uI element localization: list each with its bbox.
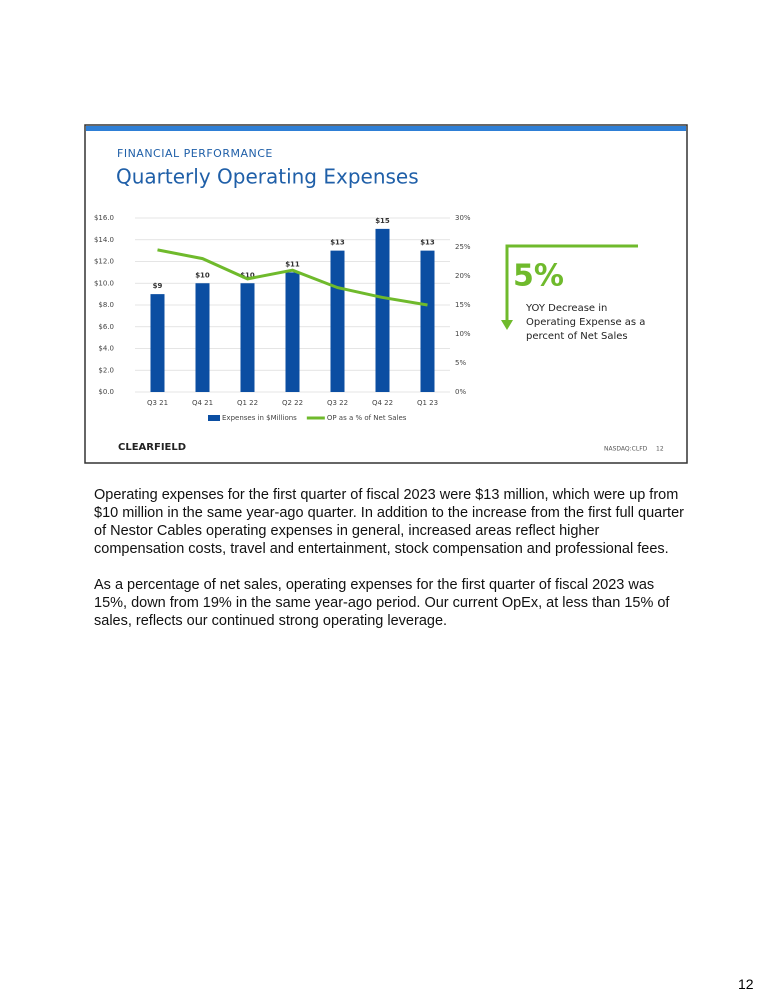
callout-text: YOY Decrease in [525,303,607,314]
bar [195,283,210,392]
y-tick-label: $14.0 [94,236,114,244]
kicker: FINANCIAL PERFORMANCE [117,147,273,160]
y-tick-label: $16.0 [94,214,114,222]
bar [150,294,165,392]
y2-tick-label: 20% [455,272,471,280]
value-label: $10 [195,271,210,279]
paragraph: As a percentage of net sales, operating … [94,577,670,629]
slide-title: Quarterly Operating Expenses [116,165,419,189]
body: Operating expenses for the first quarter… [94,486,689,648]
callout-text: Operating Expense as a [526,317,645,328]
y2-tick-label: 10% [455,330,471,338]
line [157,248,428,307]
slide-top-bar [86,126,686,131]
y-tick-label: $8.0 [98,301,114,309]
ticker: NASDAQ:CLFD [604,446,648,453]
y-tick-label: $0.0 [98,388,114,396]
y2-tick-label: 0% [455,388,466,396]
logo: CLEARFIELD [118,442,186,453]
bar [420,250,435,392]
x-tick-label: Q4 22 [372,399,393,407]
slide-number: 12 [656,446,664,453]
y-tick-label: $2.0 [98,366,114,374]
callout-arrow [501,320,513,330]
y2-tick-label: 15% [455,301,471,309]
y2-tick-label: 30% [455,214,471,222]
callout-bracket [505,244,638,322]
y-tick-label: $10.0 [94,279,114,287]
value-label: $15 [375,217,390,225]
y-tick-label: $4.0 [98,345,114,353]
callout-text: percent of Net Sales [526,331,628,342]
y-tick-label: $12.0 [94,258,114,266]
value-label: $10 [240,271,255,279]
legend-swatch [208,415,220,421]
y2-tick-label: 25% [455,243,471,251]
x-tick-label: Q3 22 [327,399,348,407]
paragraph: Operating expenses for the first quarter… [94,487,684,557]
x-tick-label: Q4 21 [192,399,213,407]
bar [240,283,255,392]
value-label: $13 [330,239,345,247]
x-tick-label: Q3 21 [147,399,168,407]
x-tick-label: Q1 23 [417,399,438,407]
value-label: $11 [285,260,300,268]
legend-label: OP as a % of Net Sales [327,414,407,422]
bar [285,272,300,392]
y2-tick-label: 5% [455,359,466,367]
x-tick-label: Q1 22 [237,399,258,407]
y-tick-label: $6.0 [98,323,114,331]
value-label: $13 [420,239,435,247]
bar [330,250,345,392]
x-tick-label: Q2 22 [282,399,303,407]
callout-big: 5% [513,259,564,294]
bar [375,228,390,392]
page-number: 12 [738,976,754,992]
value-label: $9 [153,282,163,290]
legend-label: Expenses in $Millions [222,414,297,422]
